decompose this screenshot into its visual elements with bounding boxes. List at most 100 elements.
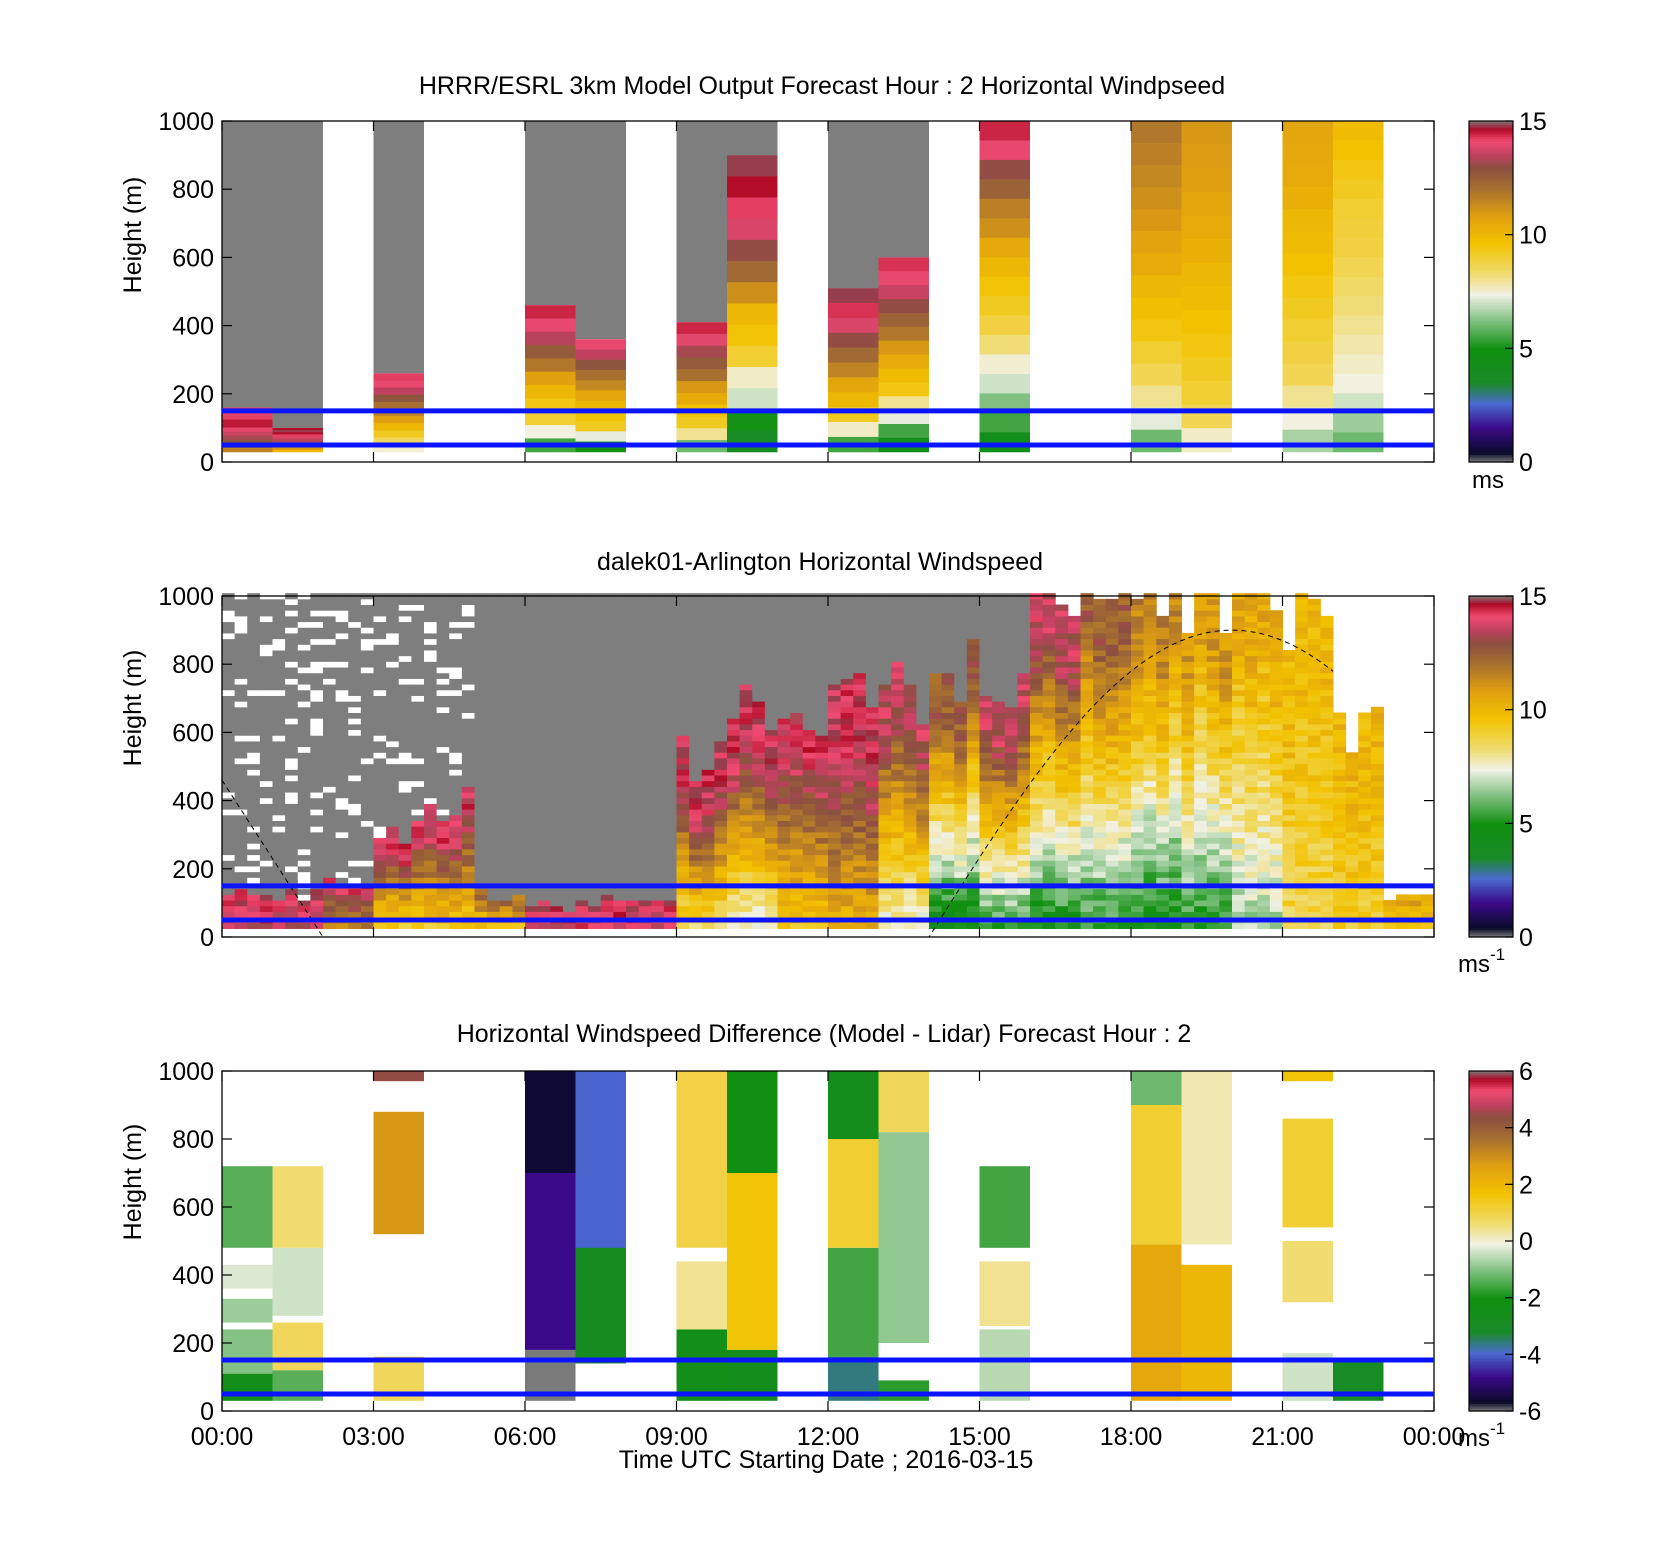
lidar-cell	[335, 780, 349, 787]
lidar-cell	[802, 780, 816, 787]
lidar-cell	[752, 843, 766, 850]
lidar-cell	[348, 865, 362, 873]
lidar-cell	[651, 820, 665, 827]
lidar-cell	[1017, 729, 1031, 736]
lidar-cell	[360, 598, 374, 606]
lidar-cell	[1055, 809, 1069, 816]
lidar-cell	[259, 672, 273, 679]
lidar-cell	[550, 894, 564, 901]
lidar-cell	[411, 826, 425, 833]
lidar-cell	[373, 706, 387, 714]
lidar-cell	[512, 723, 526, 731]
lidar-cell	[878, 826, 892, 833]
lidar-cell	[613, 820, 627, 827]
lidar-cell	[449, 746, 463, 753]
lidar-cell	[1030, 780, 1044, 787]
lidar-cell	[701, 843, 715, 850]
lidar-cell	[360, 712, 374, 719]
lidar-cell	[853, 871, 867, 878]
lidar-cell	[676, 854, 690, 861]
lidar-cell	[865, 757, 879, 765]
lidar-cell	[525, 843, 539, 850]
lidar-cell	[727, 797, 741, 804]
lidar-cell	[1080, 911, 1094, 918]
colorbar-swatch	[1469, 282, 1513, 286]
lidar-cell	[323, 843, 337, 850]
lidar-cell	[386, 797, 400, 804]
lidar-cell	[512, 627, 526, 634]
lidar-cell	[499, 797, 513, 804]
lidar-cell	[1055, 763, 1069, 770]
lidar-cell	[436, 797, 450, 804]
lidar-cell	[386, 763, 400, 770]
lidar-cell	[1042, 638, 1056, 645]
lidar-cell	[626, 797, 640, 804]
lidar-cell	[992, 814, 1006, 821]
lidar-cell	[310, 894, 324, 901]
lidar-cell	[701, 735, 715, 742]
lidar-cell	[487, 604, 501, 611]
lidar-cell	[689, 814, 703, 821]
lidar-cell	[1143, 848, 1157, 856]
model-cell	[272, 440, 323, 444]
lidar-cell	[1118, 684, 1132, 691]
lidar-cell	[752, 746, 766, 753]
lidar-cell	[588, 661, 602, 668]
lidar-cell	[1017, 740, 1031, 748]
model-cell	[1282, 429, 1333, 453]
lidar-cell	[891, 661, 905, 668]
lidar-cell	[247, 797, 261, 804]
lidar-cell	[436, 752, 450, 759]
lidar-cell	[676, 684, 690, 691]
model-cell	[525, 358, 576, 373]
lidar-cell	[777, 621, 791, 628]
lidar-cell	[1131, 689, 1145, 696]
lidar-cell	[323, 661, 337, 668]
lidar-cell	[411, 655, 425, 662]
lidar-cell	[360, 746, 374, 753]
lidar-cell	[966, 786, 980, 793]
lidar-cell	[1156, 632, 1170, 640]
lidar-cell	[714, 712, 728, 719]
lidar-cell	[676, 706, 690, 714]
lidar-cell	[398, 871, 412, 878]
lidar-cell	[613, 638, 627, 645]
lidar-cell	[222, 678, 236, 685]
lidar-cell	[348, 854, 362, 861]
lidar-cell	[386, 649, 400, 657]
lidar-cell	[474, 604, 488, 611]
lidar-cell	[461, 905, 475, 912]
lidar-cell	[386, 598, 400, 606]
lidar-cell	[373, 843, 387, 850]
lidar-cell	[954, 752, 968, 759]
lidar-cell	[575, 900, 589, 907]
lidar-cell	[499, 604, 513, 611]
lidar-cell	[714, 865, 728, 873]
lidar-cell	[790, 723, 804, 731]
lidar-cell	[259, 826, 273, 833]
lidar-cell	[777, 900, 791, 907]
lidar-cell	[865, 826, 879, 833]
lidar-cell	[310, 797, 324, 804]
lidar-cell	[966, 757, 980, 765]
lidar-cell	[297, 843, 311, 850]
lidar-cell	[828, 900, 842, 907]
lidar-cell	[853, 820, 867, 827]
lidar-cell	[436, 672, 450, 679]
lidar-cell	[436, 604, 450, 611]
colorbar-swatch	[1469, 400, 1513, 404]
lidar-cell	[487, 661, 501, 668]
lidar-cell	[764, 780, 778, 787]
lidar-cell	[436, 689, 450, 696]
lidar-cell	[1042, 865, 1056, 873]
lidar-cell	[1067, 769, 1081, 776]
lidar-cell	[525, 786, 539, 793]
lidar-cell	[663, 752, 677, 759]
lidar-cell	[297, 900, 311, 907]
lidar-cell	[878, 667, 892, 674]
lidar-cell	[1030, 718, 1044, 725]
lidar-cell	[777, 695, 791, 702]
lidar-cell	[247, 729, 261, 736]
lidar-cell	[272, 848, 286, 856]
lidar-cell	[1017, 621, 1031, 628]
